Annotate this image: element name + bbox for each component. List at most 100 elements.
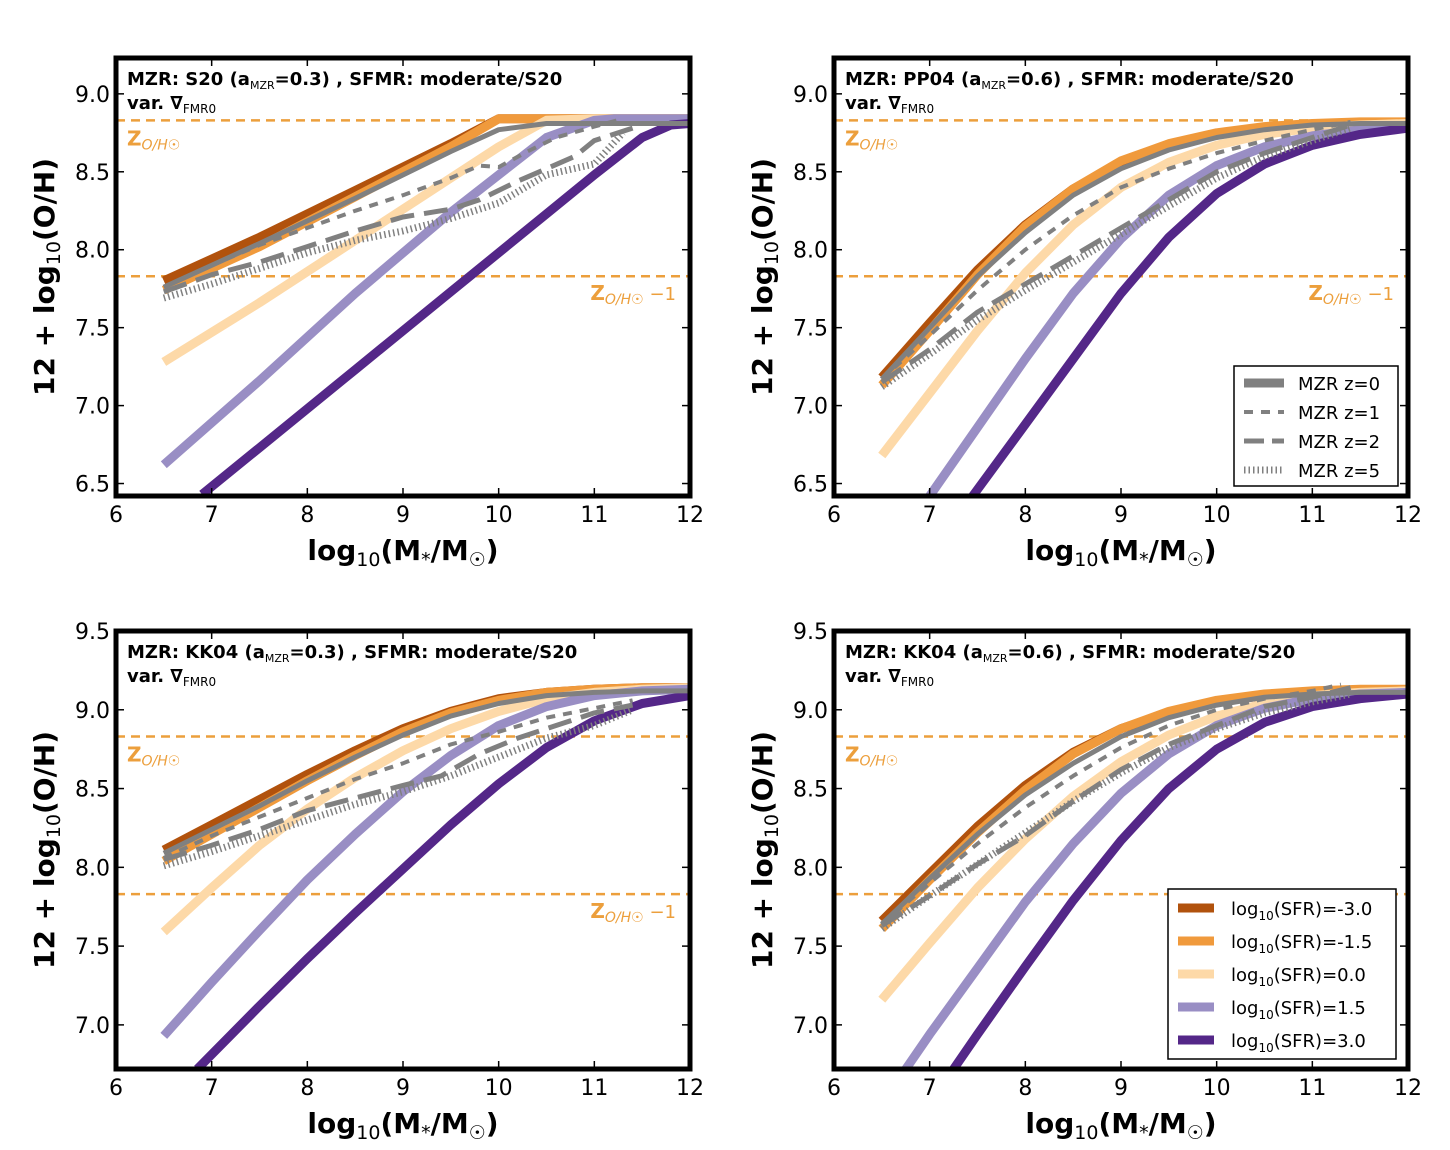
y-tick-label: 6.5: [75, 473, 110, 498]
panel-subtitle: var. ∇FMR0: [127, 666, 216, 689]
zsun-minus1-label: ZO/H☉ −1: [590, 899, 676, 926]
panel-subtitle: var. ∇FMR0: [845, 666, 934, 689]
y-axis-label: 12 + log10(O/H): [746, 731, 783, 969]
x-tick-label: 8: [300, 503, 314, 528]
x-tick-label: 12: [1394, 503, 1422, 528]
y-tick-label: 8.5: [793, 778, 828, 803]
legend-label-sfr_3: log10(SFR)=3.0: [1231, 1031, 1366, 1055]
legend-label-z5: MZR z=5: [1298, 461, 1380, 482]
series-z2: [163, 702, 634, 862]
legend-label-sfr_m15: log10(SFR)=-1.5: [1231, 932, 1372, 956]
zsun-minus1-label: ZO/H☉ −1: [590, 281, 676, 308]
x-tick-label: 7: [205, 1076, 219, 1101]
series-lines: [878, 117, 1408, 496]
y-tick-label: 8.0: [793, 239, 828, 264]
panel-title: MZR: KK04 (aMZR=0.6) , SFMR: moderate/S2…: [845, 642, 1295, 665]
series-sfr_15: [160, 114, 690, 469]
y-tick-label: 9.0: [793, 699, 828, 724]
series-z1: [162, 116, 624, 289]
series-z1: [162, 698, 634, 860]
x-tick-label: 10: [1203, 503, 1231, 528]
y-tick-label: 9.0: [793, 83, 828, 108]
y-tick-label: 7.5: [75, 935, 110, 960]
series-lines: [160, 114, 690, 496]
x-tick-label: 6: [109, 1076, 123, 1101]
series-z0: [162, 688, 690, 856]
x-tick-label: 12: [1394, 1076, 1422, 1101]
x-tick-label: 7: [205, 503, 219, 528]
series-lines: [878, 682, 1408, 1069]
series-z5: [879, 124, 1352, 390]
panel-subtitle: var. ∇FMR0: [845, 93, 934, 116]
y-tick-label: 7.0: [793, 1014, 828, 1039]
y-tick-label: 7.5: [793, 935, 828, 960]
x-tick-label: 6: [827, 503, 841, 528]
panel-top-left: 6 7 8 9 10 11 12 6.5 7.0 7.5 8.0 8.5 9.0 log10(M*/M☉)…: [28, 55, 704, 571]
x-tick-label: 7: [923, 1076, 937, 1101]
x-tick-label: 12: [676, 1076, 704, 1101]
panel-bottom-left: 6 7 8 9 10 11 12 7.0 7.5 8.0 8.5 9.0 9.5 log10(M*/M☉)…: [28, 620, 704, 1144]
x-axis-label: log10(M*/M☉): [307, 1107, 498, 1144]
y-tick-label: 6.5: [793, 473, 828, 498]
series-z2: [880, 122, 1352, 385]
x-tick-label: 9: [396, 1076, 410, 1101]
x-axis-label: log10(M*/M☉): [1025, 1107, 1216, 1144]
x-tick-label: 6: [109, 503, 123, 528]
series-sfr_15: [160, 684, 690, 1039]
legend-label-z0: MZR z=0: [1298, 374, 1380, 395]
x-tick-label: 10: [1203, 1076, 1231, 1101]
zsun-label: ZO/H☉: [127, 126, 180, 153]
y-axis-label: 12 + log10(O/H): [28, 158, 65, 396]
series-sfr_3: [194, 691, 690, 1069]
series-z1: [880, 682, 1342, 926]
y-tick-label: 8.5: [75, 161, 110, 186]
x-tick-label: 9: [1114, 503, 1128, 528]
x-tick-label: 10: [485, 1076, 513, 1101]
x-tick-label: 8: [300, 1076, 314, 1101]
y-axis-label: 12 + log10(O/H): [28, 731, 65, 969]
series-sfr_3: [949, 689, 1408, 1069]
series-z0: [879, 121, 1408, 381]
x-tick-label: 9: [1114, 1076, 1128, 1101]
x-tick-label: 11: [1298, 1076, 1326, 1101]
x-tick-label: 8: [1018, 1076, 1032, 1101]
panel-bottom-right: 6 7 8 9 10 11 12 7.0 7.5 8.0 8.5 9.0 9.5 log10(M*/M☉)…: [746, 620, 1422, 1144]
x-tick-label: 10: [485, 503, 513, 528]
legend-label-z2: MZR z=2: [1298, 432, 1380, 453]
y-axis-label: 12 + log10(O/H): [746, 158, 783, 396]
y-tick-label: 9.5: [793, 620, 828, 645]
y-tick-label: 9.0: [75, 699, 110, 724]
series-z1: [880, 119, 1351, 381]
y-tick-label: 8.0: [75, 239, 110, 264]
y-tick-label: 8.0: [793, 856, 828, 881]
x-tick-label: 6: [827, 1076, 841, 1101]
panel-title: MZR: S20 (aMZR=0.3) , SFMR: moderate/S20: [127, 69, 562, 92]
legend-label-z1: MZR z=1: [1298, 403, 1380, 424]
panel-subtitle: var. ∇FMR0: [127, 93, 216, 116]
y-tick-label: 7.0: [75, 395, 110, 420]
x-axis-label: log10(M*/M☉): [1025, 534, 1216, 571]
y-tick-label: 8.0: [75, 856, 110, 881]
y-tick-label: 8.5: [793, 161, 828, 186]
y-tick-label: 9.5: [75, 620, 110, 645]
series-z5: [162, 130, 626, 302]
series-z0: [162, 121, 690, 290]
x-tick-label: 12: [676, 503, 704, 528]
panel-top-right: 6 7 8 9 10 11 12 6.5 7.0 7.5 8.0 8.5 9.0 log10(M*/M☉)…: [746, 55, 1422, 571]
zsun-label: ZO/H☉: [845, 743, 898, 770]
zsun-minus1-label: ZO/H☉ −1: [1308, 281, 1394, 308]
zsun-label: ZO/H☉: [845, 126, 898, 153]
panel-title: MZR: PP04 (aMZR=0.6) , SFMR: moderate/S2…: [845, 69, 1294, 92]
y-tick-label: 7.0: [793, 395, 828, 420]
y-tick-label: 7.0: [75, 1014, 110, 1039]
x-axis-label: log10(M*/M☉): [307, 534, 498, 571]
legend-sfr: log10(SFR)=-3.0 log10(SFR)=-1.5 log10(SFR)…: [1167, 888, 1397, 1060]
y-tick-label: 7.5: [75, 317, 110, 342]
series-sfr_15: [902, 687, 1408, 1069]
x-tick-label: 11: [580, 503, 608, 528]
y-tick-label: 8.5: [75, 778, 110, 803]
x-tick-label: 11: [1298, 503, 1326, 528]
legend-label-sfr_m3: log10(SFR)=-3.0: [1231, 899, 1372, 923]
legend-label-sfr_0: log10(SFR)=0.0: [1231, 965, 1366, 989]
